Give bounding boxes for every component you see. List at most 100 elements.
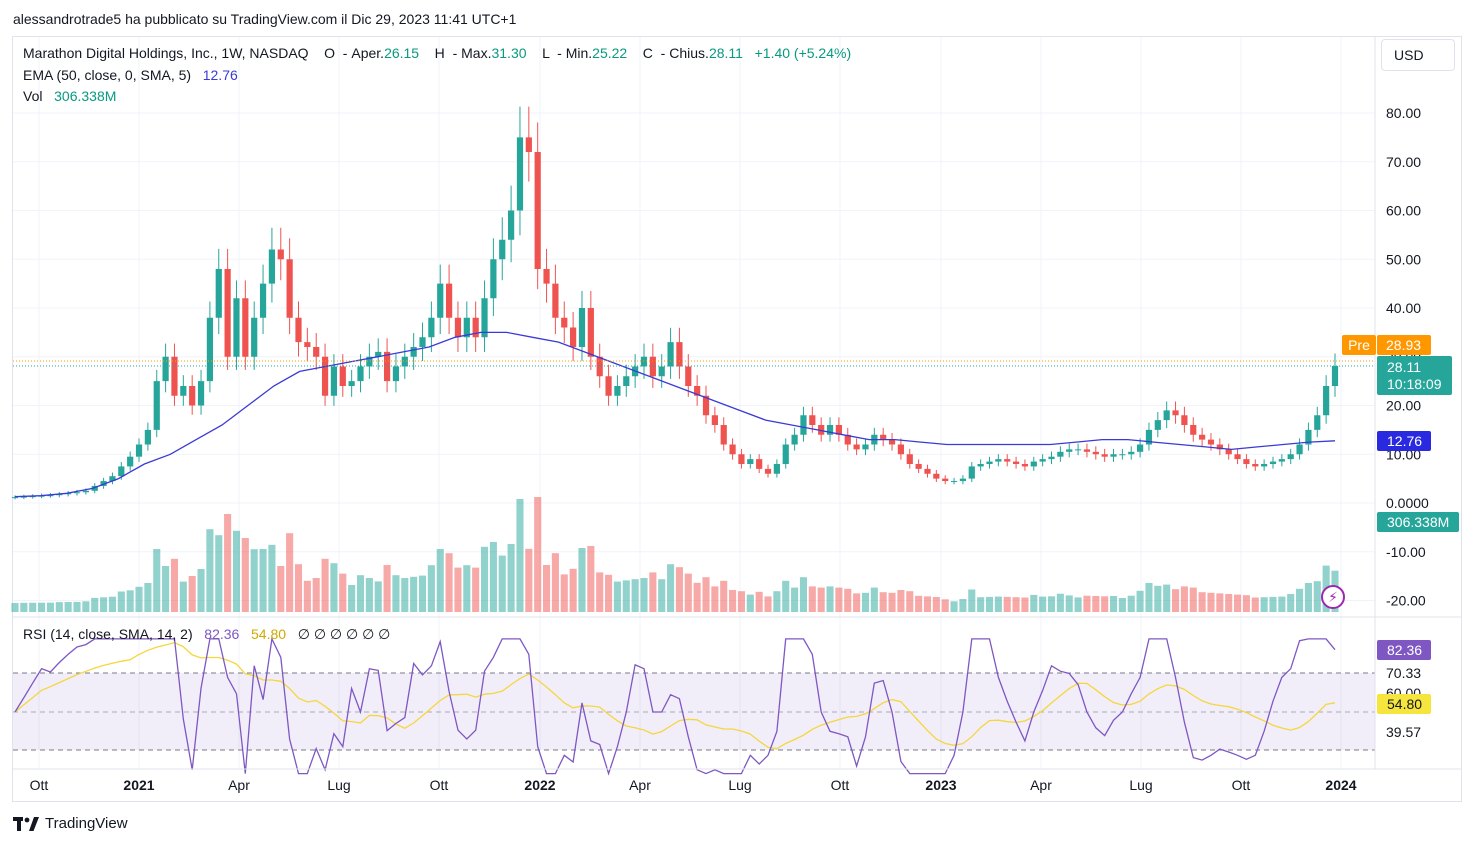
volume-bar <box>312 578 320 612</box>
time-tick-label: Apr <box>1030 777 1052 793</box>
candle-body <box>1039 459 1046 462</box>
volume-bar <box>1003 596 1011 612</box>
rsi-badge: 82.36 <box>1377 640 1431 660</box>
volume-legend[interactable]: Vol 306.338M <box>23 88 116 104</box>
volume-bar <box>897 590 905 612</box>
candle-body <box>826 425 834 435</box>
volume-bar <box>667 564 675 612</box>
candle-body <box>162 356 169 382</box>
candle-body <box>127 456 134 467</box>
volume-bar <box>870 587 878 612</box>
candle-body <box>1243 459 1250 464</box>
candle-body <box>818 425 825 435</box>
volume-bar <box>445 553 453 612</box>
volume-bar <box>418 575 427 612</box>
candle-body <box>729 444 736 455</box>
volume-bar <box>658 579 666 612</box>
candle-body <box>950 481 958 483</box>
time-tick-label: 2023 <box>925 777 956 793</box>
currency-button[interactable]: USD <box>1381 39 1455 71</box>
rsi-line <box>14 636 1336 776</box>
candle-body <box>383 351 391 382</box>
time-tick-label: Ott <box>1232 777 1251 793</box>
volume-bar <box>746 594 754 612</box>
volume-bar <box>117 591 125 612</box>
volume-bar <box>153 549 161 612</box>
candle-body <box>986 461 993 464</box>
volume-bar <box>587 546 595 612</box>
candle-body <box>924 468 931 474</box>
candle-body <box>1083 449 1091 452</box>
close-value: 28.11 <box>708 45 743 61</box>
volume-bar <box>1163 584 1171 612</box>
symbol-legend[interactable]: Marathon Digital Holdings, Inc., 1W, NAS… <box>23 45 852 61</box>
candle-body <box>1269 461 1277 464</box>
candle-body <box>29 496 36 498</box>
tradingview-logo[interactable]: TradingView <box>13 815 128 832</box>
volume-bar <box>1030 594 1038 612</box>
volume-bar <box>374 581 382 612</box>
volume-bar <box>498 555 506 612</box>
volume-bar <box>808 586 816 612</box>
lightning-icon[interactable]: ⚡ <box>1321 585 1345 609</box>
volume-bar <box>1216 593 1224 612</box>
candle-body <box>437 283 444 318</box>
candle-body <box>809 415 816 425</box>
volume-bar <box>55 602 63 612</box>
low-text: Min. <box>565 45 593 61</box>
volume-bar <box>879 592 887 612</box>
volume-bar <box>489 542 497 612</box>
candle-body <box>91 485 98 491</box>
volume-bar <box>915 595 923 612</box>
volume-bar <box>560 574 568 612</box>
vol-legend-value: 306.338M <box>54 88 117 104</box>
volume-bar <box>232 530 241 612</box>
volume-bar <box>817 587 825 612</box>
candle-body <box>321 356 329 396</box>
candle-body <box>862 444 869 450</box>
volume-bar <box>844 588 852 612</box>
candle-body <box>508 210 515 240</box>
high-text: Max. <box>461 45 492 61</box>
candle-body <box>906 454 913 464</box>
candle-body <box>20 496 27 498</box>
volume-bar <box>1012 597 1020 612</box>
candle-body <box>197 381 205 406</box>
volume-bar <box>1136 590 1144 612</box>
volume-bar <box>472 567 480 612</box>
ema-legend[interactable]: EMA (50, close, 0, SMA, 5) 12.76 <box>23 67 238 83</box>
candle-body <box>605 376 612 396</box>
volume-bar <box>348 585 356 612</box>
volume-bar <box>1251 597 1259 612</box>
candle-body <box>100 481 107 486</box>
volume-bar <box>737 591 745 612</box>
candle-body <box>561 317 568 328</box>
candle-body <box>640 356 648 367</box>
volume-bar <box>20 602 28 612</box>
volume-bar <box>1171 589 1180 612</box>
volume-bar <box>29 602 37 612</box>
candle-body <box>685 366 692 386</box>
candle-body <box>1074 449 1082 451</box>
volume-bar <box>649 572 657 612</box>
candle-body <box>995 459 1002 462</box>
candle-body <box>135 444 143 457</box>
candle-body <box>215 269 222 318</box>
candle-body <box>596 356 603 377</box>
volume-bar <box>1269 596 1277 612</box>
time-tick-label: Lug <box>327 777 350 793</box>
volume-bar <box>144 583 152 612</box>
close-text: Chius. <box>669 45 709 61</box>
volume-bar <box>46 602 54 612</box>
rsi-legend[interactable]: RSI (14, close, SMA, 14, 2) 82.36 54.80 … <box>23 626 390 643</box>
candle-body <box>676 342 683 367</box>
candle-body <box>525 137 532 152</box>
volume-bar <box>162 566 170 612</box>
candle-body <box>1278 459 1285 462</box>
volume-bar <box>605 574 613 612</box>
change-value: +1.40 (+5.24%) <box>754 45 852 61</box>
candle-body <box>658 366 665 377</box>
volume-bar <box>675 567 683 612</box>
last-price-badge: 28.11 10:18:09 <box>1377 356 1452 395</box>
